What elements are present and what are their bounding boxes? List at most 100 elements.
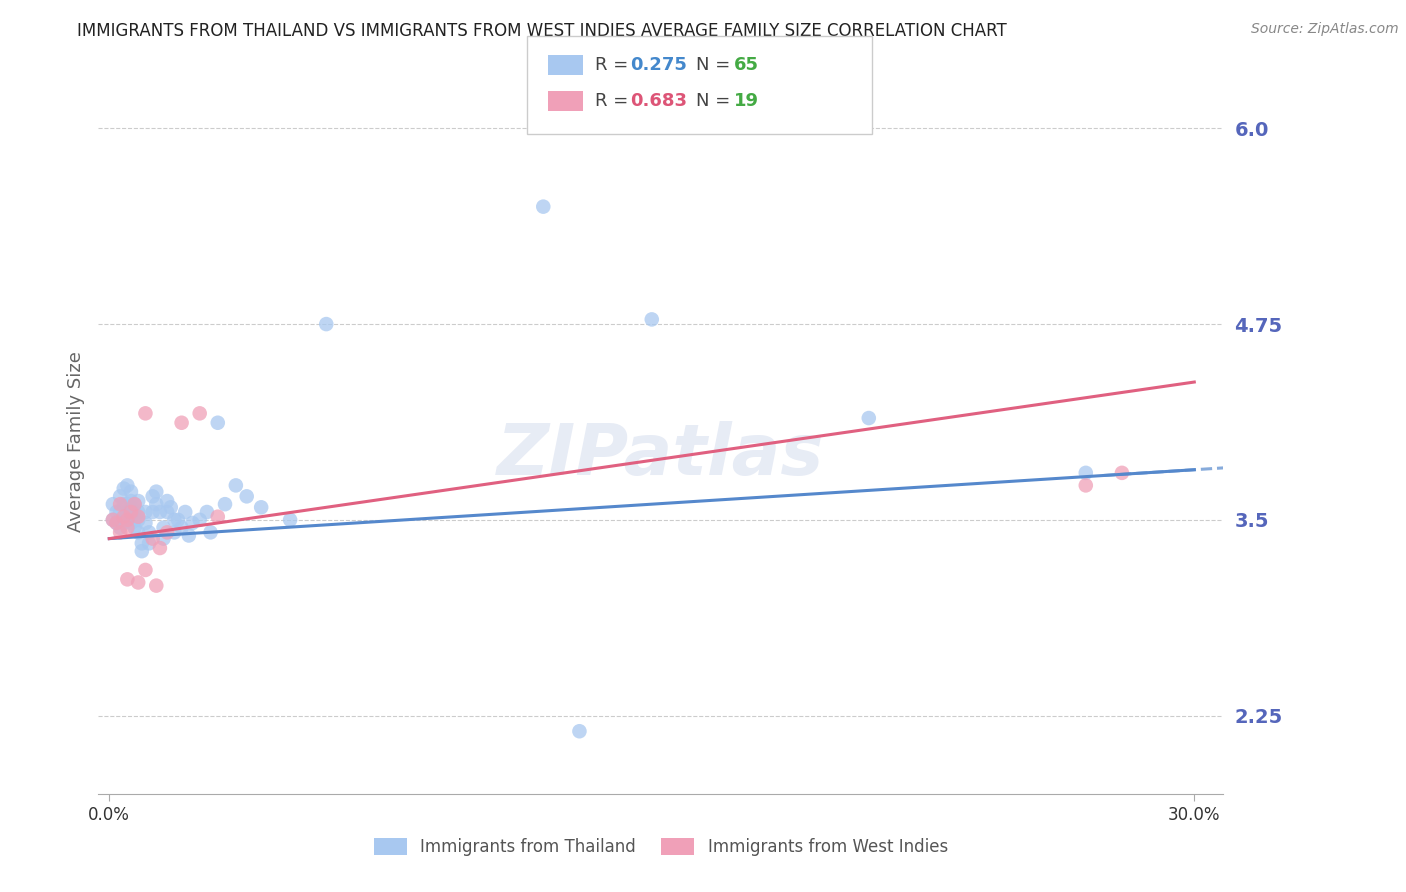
- Point: [145, 579, 167, 593]
- Point: [101, 497, 124, 511]
- Point: [195, 505, 218, 519]
- Point: [127, 505, 149, 519]
- Point: [101, 513, 124, 527]
- Point: [188, 406, 211, 420]
- Point: [278, 513, 301, 527]
- Point: [131, 544, 153, 558]
- Point: [127, 494, 149, 508]
- Point: [188, 513, 211, 527]
- Point: [127, 509, 149, 524]
- Point: [117, 509, 139, 524]
- Point: [105, 516, 128, 530]
- Point: [117, 497, 139, 511]
- Point: [568, 724, 591, 739]
- Point: [124, 513, 146, 527]
- Point: [120, 509, 142, 524]
- Point: [108, 497, 131, 511]
- Point: [101, 513, 124, 527]
- Point: [120, 500, 142, 515]
- Point: [124, 521, 146, 535]
- Point: [159, 500, 181, 515]
- Point: [1074, 478, 1097, 492]
- Point: [152, 521, 174, 535]
- Point: [138, 536, 160, 550]
- Point: [142, 489, 165, 503]
- Point: [177, 528, 200, 542]
- Point: [105, 505, 128, 519]
- Text: 65: 65: [734, 56, 759, 74]
- Text: N =: N =: [696, 56, 735, 74]
- Point: [207, 416, 229, 430]
- Point: [163, 525, 186, 540]
- Point: [152, 532, 174, 546]
- Point: [156, 505, 179, 519]
- Point: [235, 489, 257, 503]
- Point: [163, 513, 186, 527]
- Point: [145, 484, 167, 499]
- Point: [131, 536, 153, 550]
- Point: [108, 505, 131, 519]
- Point: [214, 497, 236, 511]
- Point: [120, 516, 142, 530]
- Point: [145, 497, 167, 511]
- Point: [127, 513, 149, 527]
- Point: [124, 497, 146, 511]
- Point: [1074, 466, 1097, 480]
- Point: [134, 516, 156, 530]
- Point: [112, 509, 135, 524]
- Point: [1111, 466, 1133, 480]
- Point: [127, 575, 149, 590]
- Point: [117, 505, 139, 519]
- Text: 0.275: 0.275: [630, 56, 686, 74]
- Legend: Immigrants from Thailand, Immigrants from West Indies: Immigrants from Thailand, Immigrants fro…: [367, 831, 955, 863]
- Point: [127, 525, 149, 540]
- Point: [641, 312, 664, 326]
- Point: [142, 505, 165, 519]
- Text: R =: R =: [595, 56, 634, 74]
- Point: [134, 563, 156, 577]
- Point: [181, 516, 204, 530]
- Point: [117, 478, 139, 492]
- Point: [156, 525, 179, 540]
- Point: [138, 525, 160, 540]
- Point: [108, 521, 131, 535]
- Point: [112, 516, 135, 530]
- Text: R =: R =: [595, 92, 634, 110]
- Point: [315, 317, 337, 331]
- Point: [134, 406, 156, 420]
- Point: [108, 525, 131, 540]
- Point: [117, 521, 139, 535]
- Text: Source: ZipAtlas.com: Source: ZipAtlas.com: [1251, 22, 1399, 37]
- Point: [156, 494, 179, 508]
- Y-axis label: Average Family Size: Average Family Size: [66, 351, 84, 532]
- Point: [225, 478, 247, 492]
- Text: ZIPatlas: ZIPatlas: [498, 421, 824, 490]
- Point: [134, 505, 156, 519]
- Point: [207, 509, 229, 524]
- Point: [531, 200, 554, 214]
- Text: 19: 19: [734, 92, 759, 110]
- Point: [117, 513, 139, 527]
- Text: IMMIGRANTS FROM THAILAND VS IMMIGRANTS FROM WEST INDIES AVERAGE FAMILY SIZE CORR: IMMIGRANTS FROM THAILAND VS IMMIGRANTS F…: [77, 22, 1007, 40]
- Point: [108, 489, 131, 503]
- Point: [167, 513, 190, 527]
- Point: [149, 505, 172, 519]
- Text: N =: N =: [696, 92, 735, 110]
- Point: [200, 525, 222, 540]
- Point: [250, 500, 273, 515]
- Point: [108, 513, 131, 527]
- Point: [112, 482, 135, 496]
- Point: [112, 513, 135, 527]
- Point: [120, 484, 142, 499]
- Point: [124, 505, 146, 519]
- Point: [149, 541, 172, 555]
- Point: [105, 516, 128, 530]
- Point: [170, 521, 193, 535]
- Point: [174, 505, 197, 519]
- Point: [124, 497, 146, 511]
- Point: [120, 494, 142, 508]
- Text: 0.683: 0.683: [630, 92, 688, 110]
- Point: [112, 497, 135, 511]
- Point: [117, 572, 139, 586]
- Point: [170, 416, 193, 430]
